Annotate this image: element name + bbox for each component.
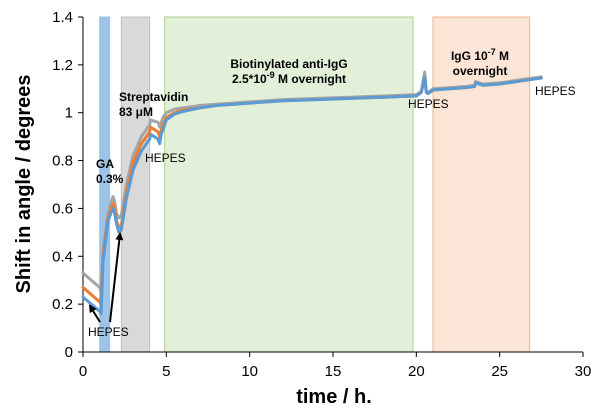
y-tick-label: 0.8	[52, 153, 73, 170]
annotation-ga-line-2: 0.3%	[96, 172, 124, 186]
annotation-hepes4-line-1: HEPES	[535, 84, 576, 98]
annotation-streptavidin-line-1: Streptavidin	[119, 90, 188, 104]
series-line-3	[81, 75, 543, 316]
x-tick-label: 30	[575, 363, 592, 380]
shaded-region-4	[432, 16, 531, 353]
data-series	[81, 70, 543, 316]
arrow-hepes-second	[109, 232, 124, 323]
y-tick-label: 0	[65, 344, 73, 361]
x-tick-label: 5	[162, 363, 170, 380]
annotation-hepes2-line-1: HEPES	[88, 325, 129, 339]
x-axis-title: time / h.	[296, 386, 372, 408]
y-tick-label: 1.2	[52, 57, 73, 74]
annotation-biotin-line-1: Biotinylated anti-IgG	[230, 57, 347, 71]
x-tick-label: 15	[325, 363, 342, 380]
x-tick-label: 20	[408, 363, 425, 380]
axes: 0 5 10 15 20 25 30 0 0.2 0.4 0.6 0.8 1 1.2 1.4	[52, 9, 591, 380]
annotation-hepes1-line-1: HEPES	[145, 151, 186, 165]
y-axis-title: Shift in angle / degrees	[13, 75, 35, 294]
annotation-streptavidin-line-2: 83 μM	[119, 105, 153, 119]
y-tick-label: 0.2	[52, 296, 73, 313]
annotation-ga-line-1: GA	[96, 157, 114, 171]
x-tick-label: 0	[79, 363, 87, 380]
y-tick-label: 1.4	[52, 9, 73, 26]
y-tick-label: 0.6	[52, 200, 73, 217]
arrow-hepes-start	[88, 304, 101, 323]
shaded-region-3	[164, 16, 414, 353]
annotation-biotin-line-2: 2.5*10-9 M overnight	[232, 70, 346, 86]
y-tick-label: 1	[65, 105, 73, 122]
annotation-hepes3-line-1: HEPES	[408, 97, 449, 111]
x-tick-label: 10	[241, 363, 258, 380]
y-tick-label: 0.4	[52, 248, 73, 265]
x-tick-label: 25	[491, 363, 508, 380]
annotation-igg-line-1: IgG 10-7 M	[451, 47, 509, 63]
shaded-regions	[99, 16, 531, 353]
annotation-igg-line-2: overnight	[453, 64, 508, 78]
